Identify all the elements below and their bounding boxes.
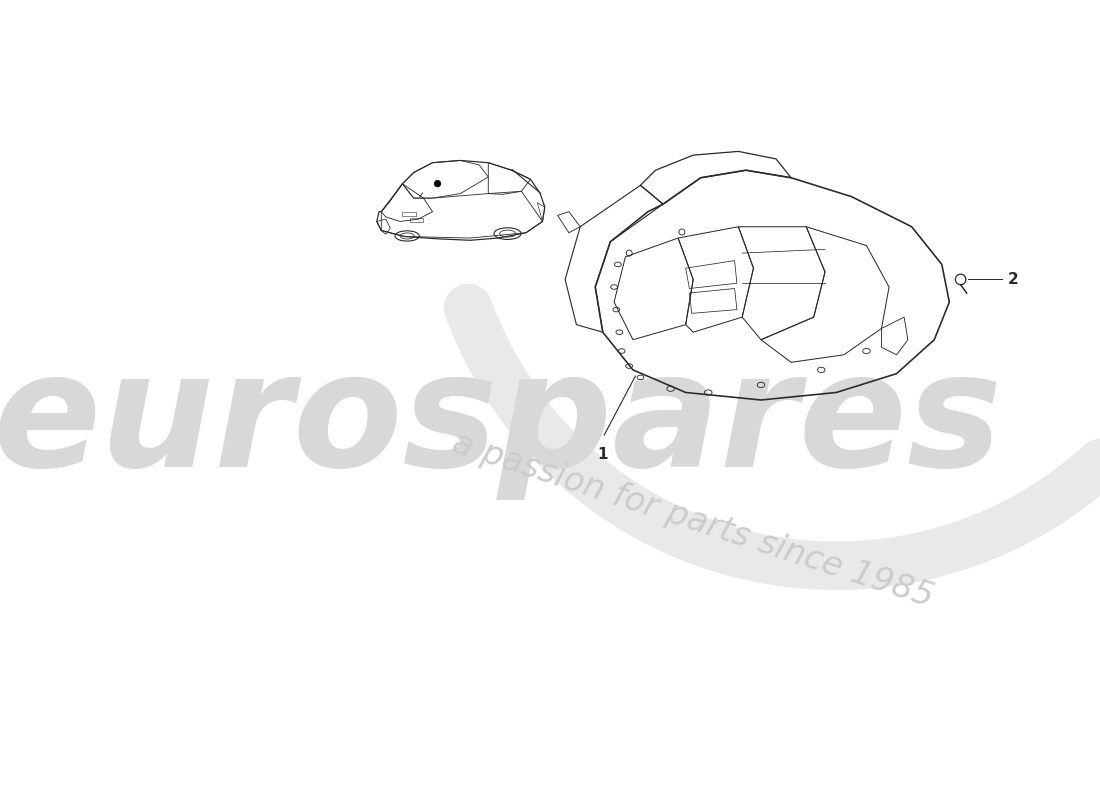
Text: 1: 1: [597, 446, 608, 462]
Text: eurospares: eurospares: [0, 345, 1002, 500]
Text: 2: 2: [1008, 272, 1019, 287]
Circle shape: [434, 180, 441, 187]
Text: a passion for parts since 1985: a passion for parts since 1985: [449, 427, 938, 614]
